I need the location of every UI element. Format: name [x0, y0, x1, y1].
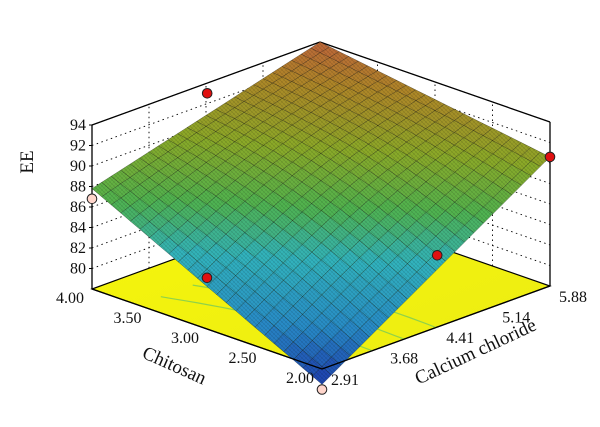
chitosan-tick-label: 2.00: [286, 370, 314, 387]
z-gridline: [91, 62, 551, 146]
z-gridline: [91, 82, 551, 167]
chitosan-tick-labels: 4.00 3.50 3.00 2.50 2.00: [56, 290, 314, 387]
calcium-chloride-tick-label: 2.91: [331, 372, 359, 389]
design-point-above-surface: [431, 250, 443, 261]
design-point-above-surface: [201, 272, 213, 284]
surface-mesh-overlay: [92, 42, 550, 385]
design-point-above-surface: [201, 88, 213, 99]
calcium-chloride-axis-line: [321, 285, 551, 370]
z-tick-label: 90: [70, 158, 86, 175]
design-points-above: [201, 88, 556, 284]
z-tick-label: 84: [70, 220, 86, 237]
z-tick-label: 94: [70, 117, 86, 134]
z-tick-label: 80: [70, 261, 86, 278]
z-tick-labels: 80 82 84 86 88 90 92 94: [70, 117, 92, 278]
design-point-below-surface: [316, 384, 328, 395]
z-gridline: [91, 41, 551, 126]
response-surface: [91, 41, 551, 385]
calcium-chloride-tick-labels: 2.91 3.68 4.41 5.14 5.88: [331, 289, 587, 389]
z-tick-label: 92: [70, 138, 86, 155]
calcium-chloride-tick-label: 5.14: [502, 310, 530, 327]
z-tick-label: 88: [70, 179, 86, 196]
design-point-above-surface: [544, 151, 556, 163]
calcium-chloride-tick-label: 4.41: [446, 330, 474, 347]
design-point-below-surface: [86, 193, 98, 205]
chitosan-tick-label: 2.50: [229, 350, 257, 367]
chitosan-tick-label: 3.00: [171, 330, 199, 347]
z-tick-label: 82: [70, 240, 86, 257]
chitosan-axis-label: Chitosan: [139, 343, 210, 390]
chitosan-tick-label: 4.00: [56, 290, 84, 307]
chitosan-tick-label: 3.50: [114, 310, 142, 327]
calcium-chloride-tick-label: 3.68: [390, 351, 418, 368]
calcium-chloride-tick-label: 5.88: [559, 289, 587, 306]
chitosan-axis-line: [91, 288, 323, 370]
z-tick-label: 86: [70, 199, 86, 216]
z-axis-label: EE: [17, 150, 38, 173]
